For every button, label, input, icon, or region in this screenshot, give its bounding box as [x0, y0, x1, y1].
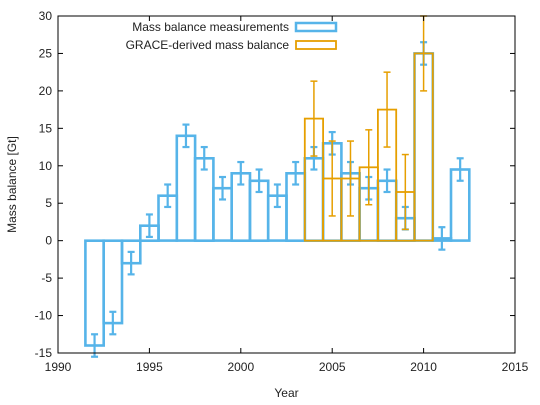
error-bar — [164, 183, 172, 209]
legend-swatch-grace — [295, 40, 337, 50]
bar — [303, 157, 325, 243]
plot-frame — [57, 15, 516, 354]
bar — [175, 134, 197, 242]
series-0 — [84, 41, 471, 358]
series-1 — [303, 15, 434, 242]
y-axis-label: Mass balance [Gt] — [5, 136, 19, 233]
error-bar — [127, 250, 135, 276]
y-tick-label: 15 — [39, 121, 53, 135]
y-tick-label: 30 — [39, 9, 53, 23]
legend-label-grace: GRACE-derived mass balance — [126, 38, 290, 52]
error-bar — [219, 175, 227, 201]
error-bar — [292, 160, 300, 186]
error-bar — [383, 71, 391, 148]
error-bar — [182, 123, 190, 149]
y-tick-label: 0 — [45, 234, 52, 248]
bar — [84, 239, 106, 347]
legend-swatch-measurements — [294, 21, 338, 33]
error-bar — [383, 168, 391, 194]
error-bar — [328, 140, 336, 217]
error-bar — [237, 160, 245, 186]
error-bar — [200, 145, 208, 171]
y-tick-label: 25 — [39, 46, 53, 60]
error-bar — [255, 168, 263, 194]
error-bar — [273, 183, 281, 209]
error-bar — [109, 310, 117, 336]
x-tick-label: 2015 — [502, 360, 529, 374]
x-axis-label: Year — [274, 386, 298, 400]
y-tick-label: 10 — [39, 159, 53, 173]
y-tick-label: -15 — [35, 346, 53, 360]
error-bar — [365, 129, 373, 206]
legend-label-measurements: Mass balance measurements — [132, 20, 289, 34]
x-tick-label: 2005 — [319, 360, 346, 374]
x-tick-label: 1990 — [45, 360, 72, 374]
error-bar — [346, 140, 354, 217]
x-tick-label: 1995 — [136, 360, 163, 374]
error-bar — [438, 226, 446, 251]
error-bar — [145, 213, 153, 239]
error-bar — [310, 80, 318, 157]
plot-area — [84, 15, 471, 358]
y-tick-label: -5 — [41, 271, 52, 285]
error-bar — [401, 153, 409, 231]
axis-ticks: 1990 1995 2000 2005 2010 2015 -15 -10 -5 0 5 10 15 20… — [35, 9, 529, 374]
y-tick-label: 5 — [45, 196, 52, 210]
x-tick-label: 2010 — [410, 360, 437, 374]
y-tick-label: 20 — [39, 84, 53, 98]
x-tick-label: 2000 — [227, 360, 254, 374]
y-tick-label: -10 — [35, 309, 53, 323]
error-bar — [456, 157, 464, 182]
legend: Mass balance measurements GRACE-derived … — [126, 20, 338, 52]
bar — [193, 157, 215, 243]
